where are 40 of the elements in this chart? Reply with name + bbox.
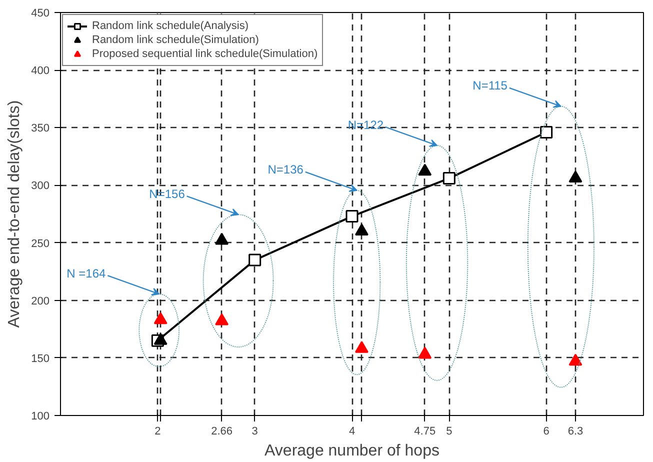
y-tick-label: 400 — [31, 65, 50, 78]
x-axis-title: Average number of hops — [264, 442, 440, 460]
legend-label: Random link schedule(Simulation) — [92, 33, 259, 47]
x-tick-label: 6.3 — [568, 426, 584, 438]
y-tick-label: 200 — [31, 295, 50, 308]
y-tick-label: 450 — [31, 8, 50, 20]
point — [540, 126, 553, 138]
y-tick-label: 100 — [31, 410, 50, 422]
x-tick-label: 3 — [252, 426, 258, 438]
x-tick-label: 4 — [348, 426, 356, 438]
annotation: N=115 — [472, 78, 508, 93]
y-axis-title: Average end-to-end delay(slots) — [6, 100, 24, 328]
y-tick-label: 150 — [31, 352, 50, 365]
legend-label: Proposed sequential link schedule(Simulation) — [92, 47, 318, 61]
point — [568, 170, 582, 183]
point — [154, 332, 168, 345]
point — [154, 312, 168, 324]
annotation: N=156 — [149, 186, 186, 201]
annotation: N =164 — [66, 266, 106, 280]
y-tick-label: 300 — [31, 180, 50, 192]
y-tick-label: 350 — [31, 122, 50, 135]
x-tick-label: 5 — [446, 426, 452, 438]
x-tick-label: 2.66 — [211, 426, 233, 438]
x-tick-label: 6 — [543, 426, 550, 438]
annotation: N=136 — [268, 162, 304, 177]
annotation: N=122 — [348, 118, 384, 132]
x-tick-label: 4.75 — [414, 426, 436, 438]
point — [354, 224, 368, 236]
legend-label: Random link schedule(Analysis) — [92, 19, 249, 33]
x-tick-label: 2 — [154, 426, 161, 438]
y-tick-label: 250 — [31, 238, 50, 250]
point — [418, 346, 432, 359]
point — [346, 210, 358, 223]
point — [215, 232, 229, 245]
point — [248, 254, 262, 266]
point — [215, 313, 229, 326]
point — [568, 354, 582, 366]
point — [418, 164, 432, 176]
point — [354, 341, 368, 353]
point — [442, 172, 456, 185]
